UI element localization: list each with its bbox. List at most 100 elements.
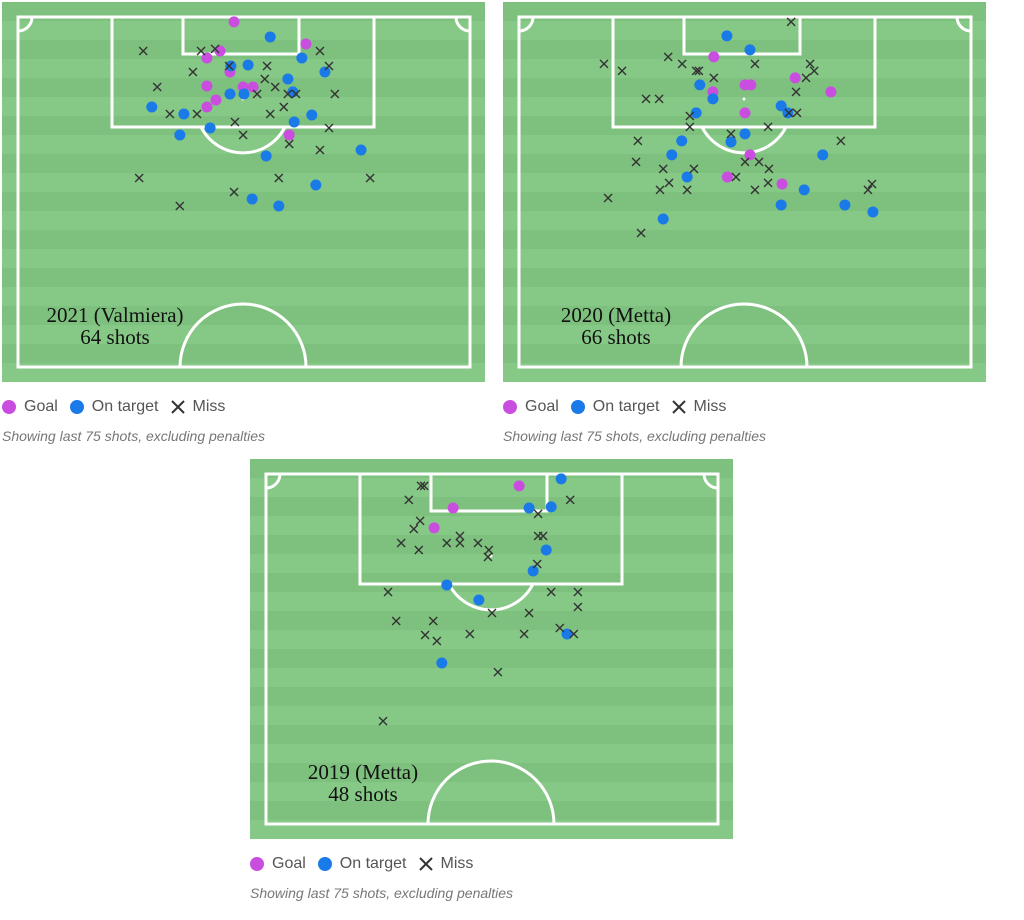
- shot-miss: [134, 173, 144, 183]
- shot-miss: [315, 46, 325, 56]
- legend-label: Miss: [192, 398, 226, 415]
- shot-miss: [493, 667, 503, 677]
- pitch-stripe: [250, 782, 733, 801]
- shot-miss: [252, 89, 262, 99]
- legend-symbol: [503, 400, 517, 414]
- shot-miss: [636, 228, 646, 238]
- pitch-stripe: [2, 192, 485, 211]
- pitch-stripe: [503, 230, 986, 249]
- shot-miss: [784, 108, 794, 118]
- pitch-stripe: [250, 801, 733, 820]
- shot-miss: [524, 608, 534, 618]
- shot-miss: [641, 94, 651, 104]
- legend-item: Goal: [250, 855, 306, 873]
- shot-miss: [229, 187, 239, 197]
- pitch-stripe: [250, 535, 733, 554]
- shot-miss: [809, 66, 819, 76]
- shot-on-target: [224, 88, 236, 100]
- shot-miss: [291, 89, 301, 99]
- legend-label: Goal: [24, 398, 58, 415]
- six-yard-box: [682, 15, 802, 56]
- shot-goal: [721, 171, 733, 183]
- pitch-stripe: [503, 287, 986, 306]
- shot-miss: [455, 531, 465, 541]
- corner-arc: [17, 16, 34, 33]
- shot-on-target: [319, 66, 331, 78]
- shot-on-target: [775, 199, 787, 211]
- pitch-stripe: [250, 706, 733, 725]
- legend-item: On target: [570, 398, 660, 416]
- shot-miss: [416, 481, 426, 491]
- shot-on-target: [545, 501, 557, 513]
- shot-miss: [455, 538, 465, 548]
- note: Showing last 75 shots, excluding penalti…: [503, 428, 767, 444]
- legend-label: On target: [592, 398, 660, 415]
- shot-miss: [365, 173, 375, 183]
- shot-goal: [776, 178, 788, 190]
- shot-goal: [825, 86, 837, 98]
- six-yard-box: [429, 472, 549, 513]
- legend-label: On target: [339, 855, 407, 872]
- shot-miss: [603, 193, 613, 203]
- shot-miss: [786, 17, 796, 27]
- shot-miss: [432, 636, 442, 646]
- shot-map-panel: 2019 (Metta) 48 shots Goal On target Miss Sho…: [250, 459, 733, 901]
- shot-miss: [617, 66, 627, 76]
- shot-goal: [745, 79, 757, 91]
- shot-on-target: [436, 657, 448, 669]
- shot-miss: [664, 178, 674, 188]
- shot-miss: [404, 495, 414, 505]
- pitch-stripe: [503, 173, 986, 192]
- pitch-stripe: [2, 135, 485, 154]
- legend-item: Goal: [2, 398, 58, 416]
- shot-on-target: [681, 171, 693, 183]
- shot-miss: [414, 545, 424, 555]
- shot-miss: [260, 74, 270, 84]
- shot-on-target: [288, 116, 300, 128]
- shot-miss: [284, 139, 294, 149]
- pitch-stripe: [250, 668, 733, 687]
- legend-x: [671, 400, 686, 414]
- shot-goal: [513, 480, 525, 492]
- shot-miss: [265, 109, 275, 119]
- shot-miss: [658, 164, 668, 174]
- legend-item: Miss: [418, 855, 473, 873]
- shot-goal: [201, 101, 213, 113]
- shot-on-target: [739, 128, 751, 140]
- shot-miss: [279, 102, 289, 112]
- season-label: 2021 (Valmiera): [46, 303, 183, 327]
- shot-on-target: [775, 100, 787, 112]
- shot-on-target: [473, 594, 485, 606]
- shot-on-target: [355, 144, 367, 156]
- shot-miss: [196, 46, 206, 56]
- season-label: 2020 (Metta): [561, 303, 671, 327]
- shot-miss: [533, 509, 543, 519]
- shot-miss: [691, 66, 701, 76]
- shot-miss: [750, 185, 760, 195]
- shot-miss: [274, 173, 284, 183]
- shot-miss: [555, 623, 565, 633]
- shot-goal: [428, 522, 440, 534]
- center-circle: [178, 302, 308, 368]
- shot-on-target: [204, 122, 216, 134]
- pitch-stripe: [250, 744, 733, 763]
- shot-goal: [739, 107, 751, 119]
- pitch-stripe: [2, 306, 485, 325]
- shot-miss: [409, 524, 419, 534]
- shot-miss: [165, 109, 175, 119]
- shot-miss: [546, 587, 556, 597]
- shot-on-target: [146, 101, 158, 113]
- pitch-stripe: [2, 230, 485, 249]
- shot-miss: [210, 44, 220, 54]
- note: Showing last 75 shots, excluding penalti…: [250, 885, 514, 901]
- pitch-stripe: [503, 59, 986, 78]
- pitch: 2020 (Metta)66 shots: [503, 2, 986, 382]
- shot-miss: [633, 136, 643, 146]
- legend-label: Miss: [693, 398, 727, 415]
- shot-goal: [247, 81, 259, 93]
- shot-miss: [538, 531, 548, 541]
- shot-miss: [420, 630, 430, 640]
- center-circle: [679, 302, 809, 368]
- shot-miss: [573, 602, 583, 612]
- shot-miss: [487, 608, 497, 618]
